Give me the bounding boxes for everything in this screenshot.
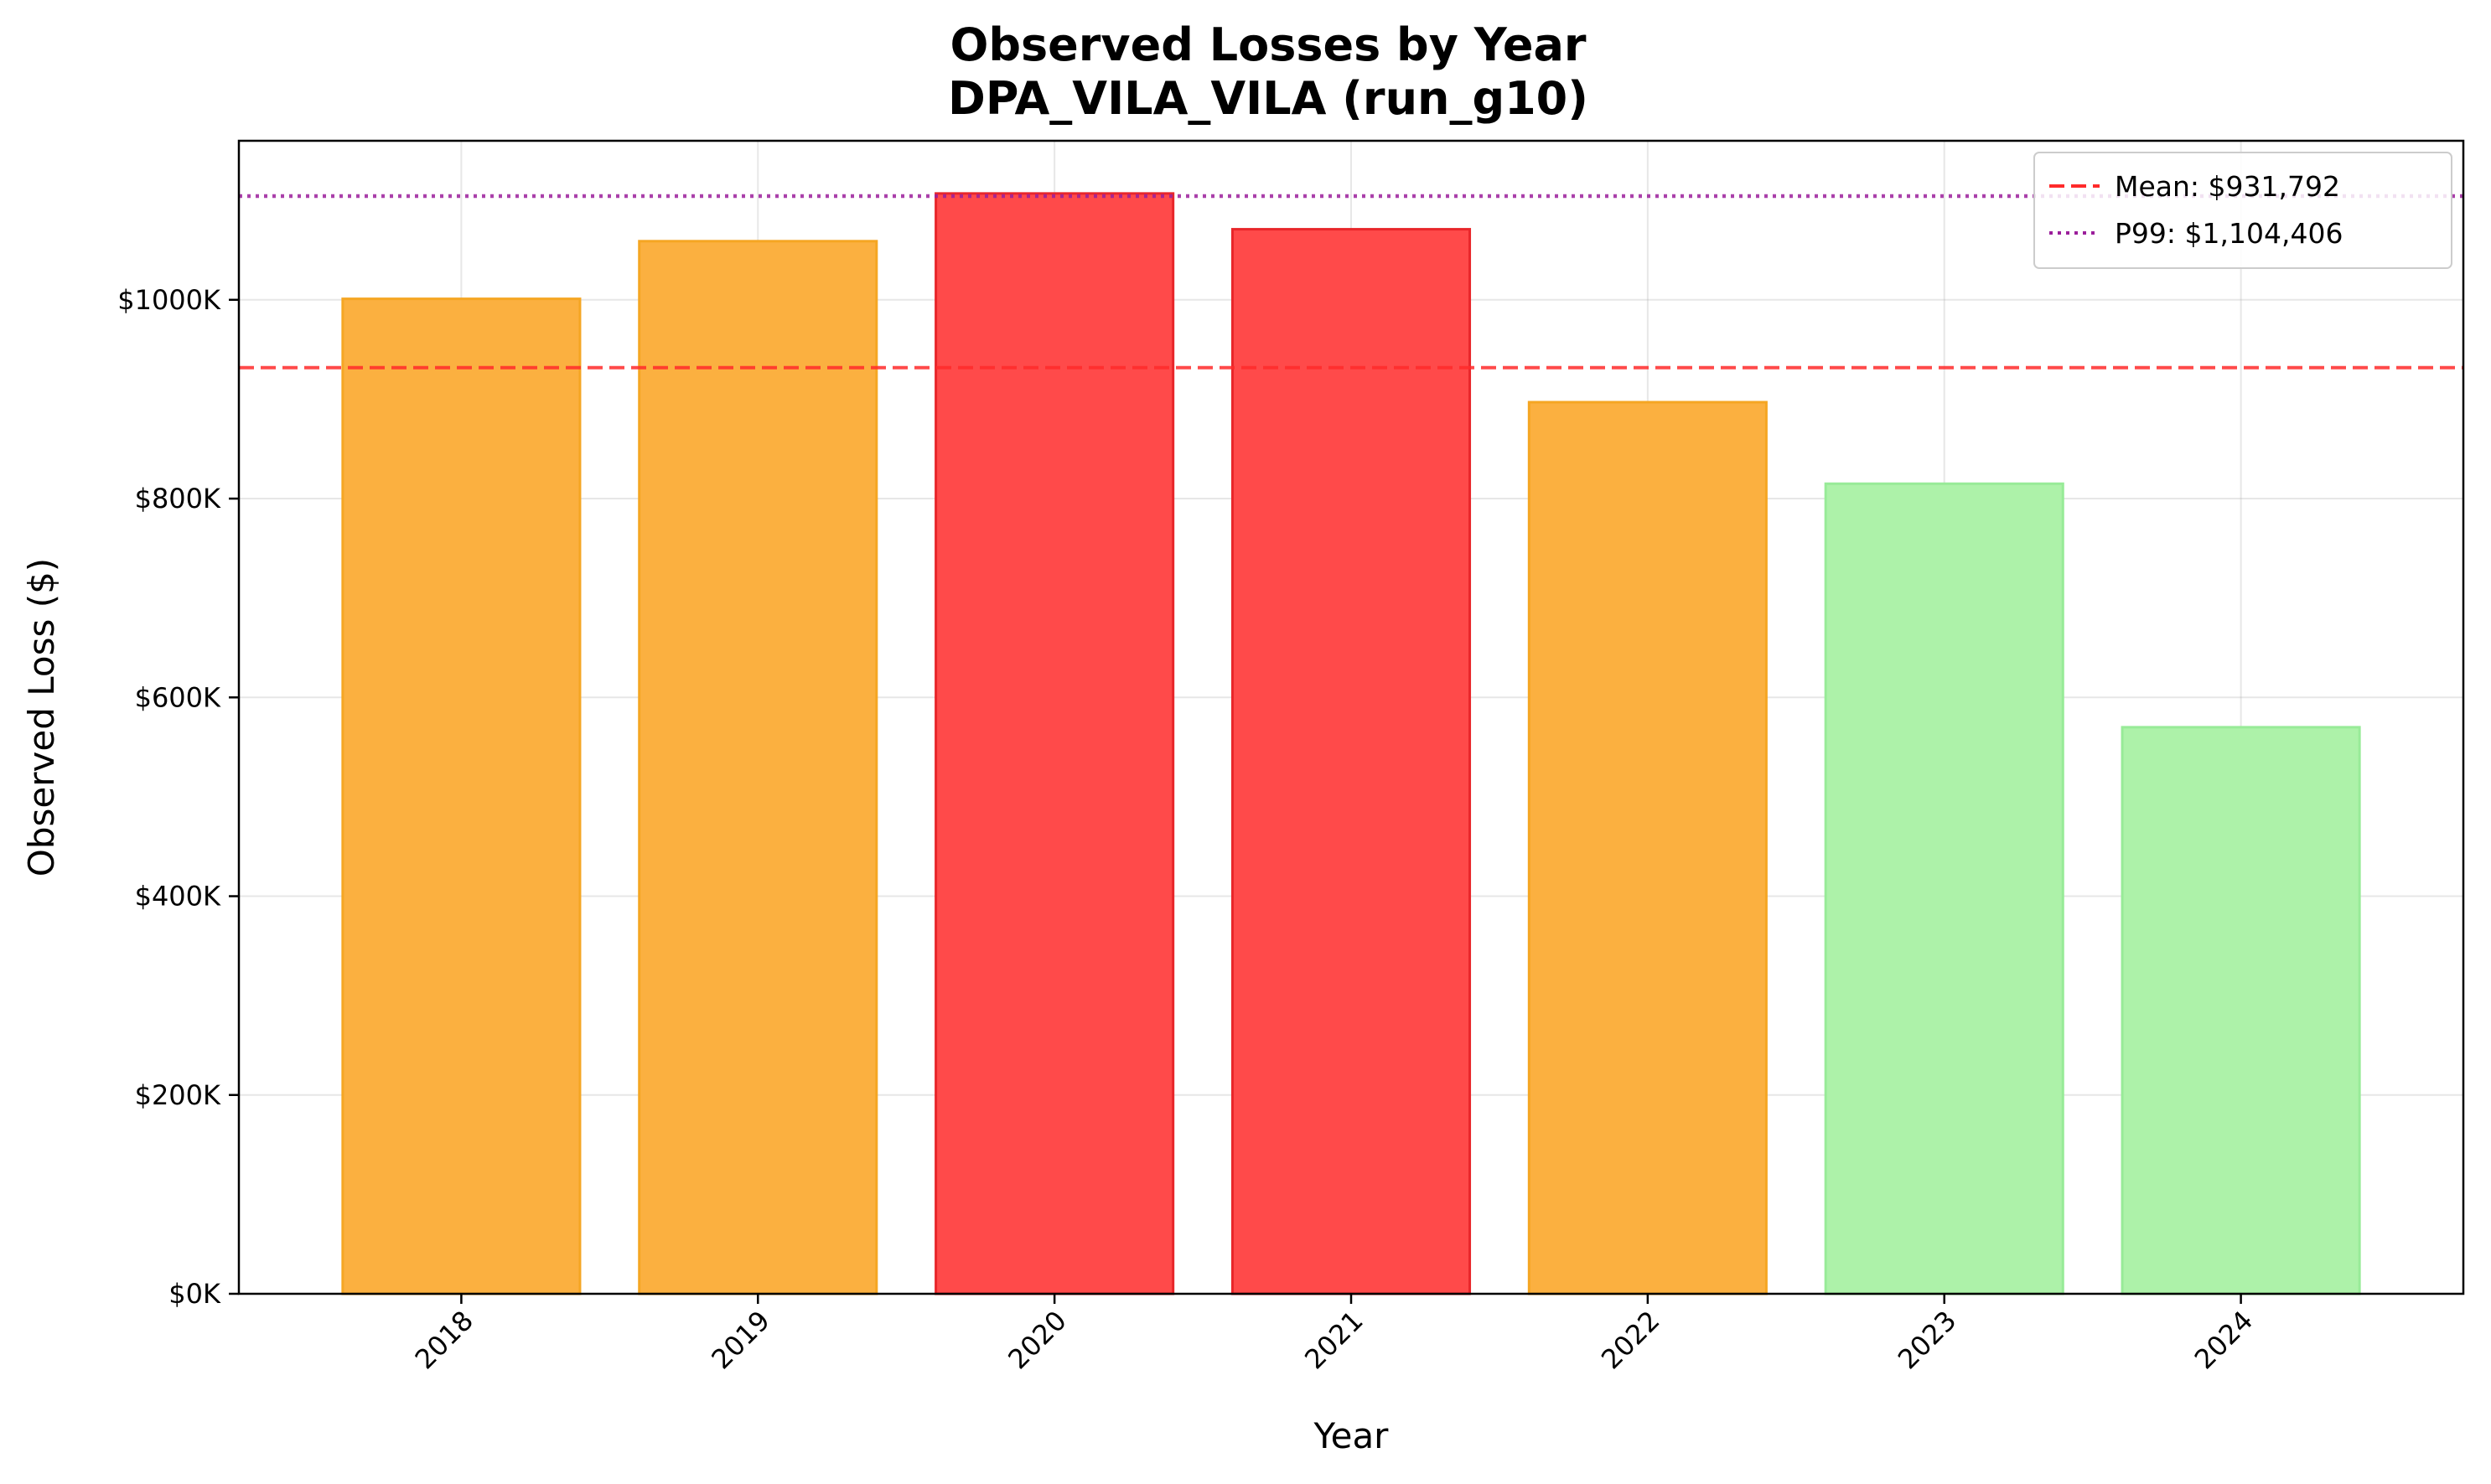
y-tick-label: $1000K <box>117 284 221 316</box>
bar-2020 <box>935 192 1175 1295</box>
x-tick-label: 2020 <box>1002 1305 1072 1375</box>
y-tick-label: $0K <box>168 1278 221 1310</box>
legend-box <box>2033 152 2452 269</box>
chart-subtitle: DPA_VILA_VILA (run_g10) <box>948 72 1588 125</box>
bar-2022 <box>1527 401 1768 1295</box>
x-tick-label: 2022 <box>1595 1305 1665 1375</box>
x-tick-label: 2018 <box>409 1305 479 1375</box>
x-tick-label: 2021 <box>1298 1305 1369 1375</box>
x-axis-label: Year <box>1313 1415 1390 1456</box>
x-tick-label: 2024 <box>2188 1305 2259 1375</box>
chart-title: Observed Losses by Year <box>950 18 1586 71</box>
x-tick-label: 2019 <box>705 1305 775 1375</box>
bar-2023 <box>1824 482 2064 1295</box>
x-tick-label: 2023 <box>1892 1305 1962 1375</box>
bar-2019 <box>638 240 878 1295</box>
x-axis: 2018 2019 2020 2021 2022 2023 2024 <box>409 1294 2259 1375</box>
y-axis: $0K $200K $400K $600K $800K $1000K <box>117 284 239 1310</box>
bars <box>341 192 2361 1295</box>
legend: Mean: $931,792 P99: $1,104,406 <box>2033 152 2452 269</box>
y-tick-label: $200K <box>135 1079 221 1111</box>
y-tick-label: $600K <box>135 681 221 713</box>
y-tick-label: $800K <box>135 483 221 514</box>
legend-label: Mean: $931,792 <box>2115 170 2340 203</box>
bar-2018 <box>341 297 582 1295</box>
bar-2024 <box>2121 726 2361 1295</box>
y-tick-label: $400K <box>135 881 221 913</box>
legend-label: P99: $1,104,406 <box>2115 217 2343 250</box>
y-axis-label: Observed Loss ($) <box>21 558 62 876</box>
bar-2021 <box>1230 228 1472 1295</box>
